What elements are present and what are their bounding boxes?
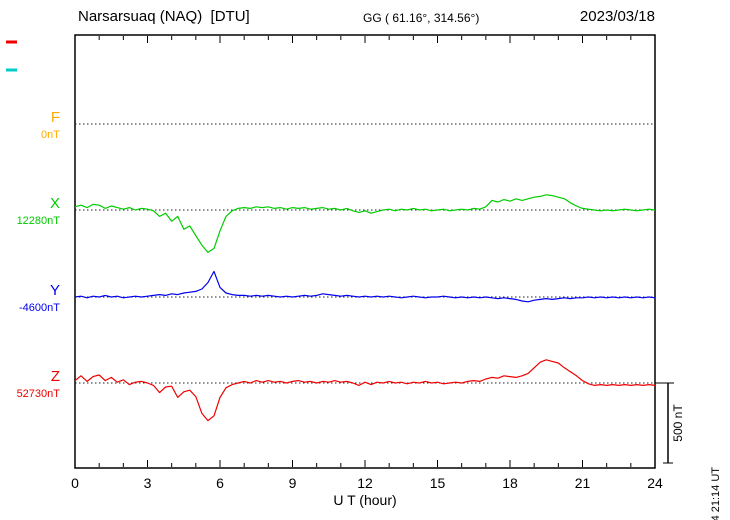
x-tick-label: 9 [289,475,297,491]
series-line-X [74,194,656,253]
x-tick-label: 0 [71,475,79,491]
x-tick-label: 6 [216,475,224,491]
x-tick-label: 12 [357,475,373,491]
series-baseline-label-X: 12280nT [17,215,61,227]
scale-bar-label: 500 nT [671,404,685,442]
series-name-Z: Z [51,368,60,385]
plotted-at-note: Plotted at 2023/03/24 21:14 UT [710,467,722,520]
x-tick-label: 18 [502,475,518,491]
plot-border [74,34,656,469]
series-name-F: F [51,109,60,126]
series-line-Z [74,359,656,422]
series-name-X: X [50,195,60,212]
date-label: 2023/03/18 [579,8,655,25]
series-baseline-label-Y: -4600nT [19,302,60,314]
x-axis-title: U T (hour) [333,492,397,508]
x-tick-label: 21 [575,475,591,491]
geo-coordinates: GG ( 61.16°, 314.56°) [363,11,480,25]
series-name-Y: Y [50,282,60,299]
x-tick-label: 15 [430,475,446,491]
station-title: Narsarsuaq (NAQ) [DTU] [78,8,250,25]
series-baseline-label-Z: 52730nT [17,388,61,400]
x-tick-label: 24 [647,475,663,491]
x-tick-label: 3 [144,475,152,491]
series-line-Y [74,270,656,303]
series-baseline-label-F: 0nT [41,129,60,141]
